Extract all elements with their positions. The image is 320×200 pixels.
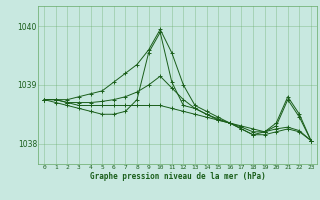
X-axis label: Graphe pression niveau de la mer (hPa): Graphe pression niveau de la mer (hPa) — [90, 172, 266, 181]
